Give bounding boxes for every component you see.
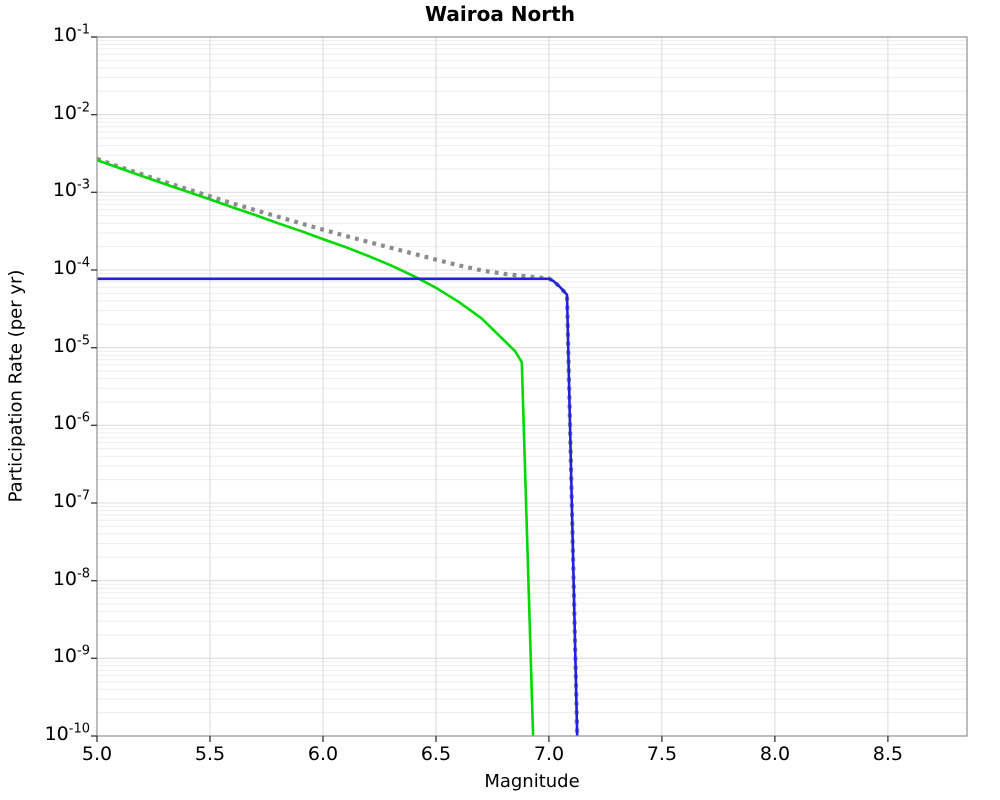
y-tick-label: 10-4	[52, 255, 90, 279]
y-tick-label: 10-10	[44, 721, 90, 745]
y-tick-label: 10-2	[52, 100, 90, 124]
y-tick-label: 10-9	[52, 644, 90, 668]
y-tick-label: 10-8	[52, 566, 90, 590]
x-tick-label: 5.0	[81, 743, 113, 765]
x-tick-label: 7.5	[646, 743, 678, 765]
x-tick-label: 6.0	[307, 743, 339, 765]
y-tick-label: 10-7	[52, 488, 90, 512]
x-tick-label: 8.0	[759, 743, 791, 765]
plot-background	[97, 37, 967, 736]
chart-title: Wairoa North	[425, 2, 575, 26]
gray-dotted-curve	[97, 156, 580, 736]
y-tick-label: 10-5	[52, 333, 90, 357]
y-tick-label: 10-3	[52, 178, 90, 202]
y-tick-label: 10-1	[52, 22, 90, 46]
plot-frame	[96, 36, 968, 737]
x-tick-label: 6.5	[420, 743, 452, 765]
x-tick-label: 7.0	[533, 743, 565, 765]
green-solid-curve	[97, 158, 535, 736]
x-axis-label: Magnitude	[484, 771, 580, 792]
x-tick-label: 8.5	[872, 743, 904, 765]
y-tick-label: 10-6	[52, 411, 90, 435]
blue-solid-curve	[97, 277, 579, 736]
x-tick-label: 5.5	[194, 743, 226, 765]
